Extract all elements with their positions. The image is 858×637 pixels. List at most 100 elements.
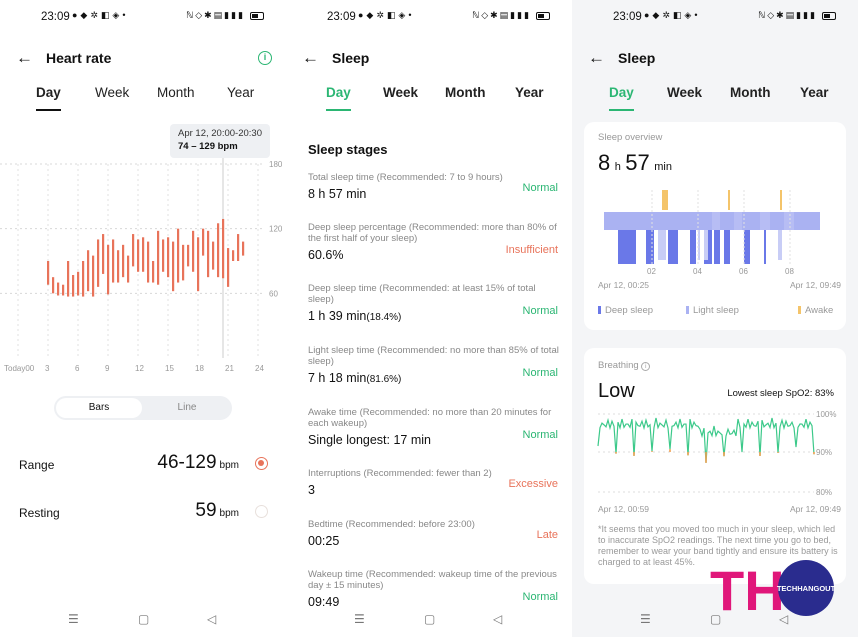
lowest-spo2: Lowest sleep SpO2: 83% (727, 388, 834, 399)
sleep-stage-item[interactable]: Bedtime (Recommended: before 23:00) Late 0… (308, 519, 560, 548)
deep-sleep-segment (690, 230, 696, 264)
tab-week[interactable]: Week (383, 85, 419, 100)
stage-status: Excessive (508, 478, 558, 490)
system-icons: ℕ◇✱▤▮▮▮ (758, 10, 836, 21)
hr-bar (142, 237, 145, 272)
hr-bar (197, 237, 200, 292)
line-option[interactable]: Line (177, 402, 197, 413)
sleep-stage-item[interactable]: Interruptions (Recommended: fewer than 2… (308, 468, 560, 497)
tab-day[interactable]: Day (326, 85, 351, 111)
hr-bar (212, 241, 215, 270)
home-icon[interactable]: ▢ (710, 612, 722, 626)
x-tick-label: 6 (75, 364, 80, 373)
bars-option[interactable]: Bars (56, 398, 142, 418)
battery-icon (249, 11, 264, 20)
time-tick-label: 08 (785, 267, 794, 276)
tab-day[interactable]: Day (36, 85, 61, 111)
light-sleep-dip (778, 230, 782, 260)
page-title: Sleep (332, 50, 370, 66)
sleep-stages-chart[interactable]: 02 04 06 08 (584, 182, 846, 282)
back-arrow-icon[interactable]: ← (302, 48, 319, 67)
hr-bar (92, 255, 95, 297)
range-row[interactable]: Range 46-129 bpm (0, 452, 286, 480)
hr-bar (172, 241, 175, 292)
hr-bar (207, 230, 210, 278)
hr-bar (112, 239, 115, 283)
breathing-level: Low (598, 380, 635, 402)
stage-description: Total sleep time (Recommended: 7 to 9 ho… (308, 172, 503, 183)
back-nav-icon[interactable]: ◁ (779, 612, 789, 626)
resting-radio[interactable] (255, 505, 268, 518)
period-tabs: Day Week Month Year (286, 85, 572, 111)
hr-bar (187, 244, 190, 267)
status-bar: 23:09 ●◆✲◧◈• ℕ◇✱▤▮▮▮ (286, 10, 572, 26)
home-icon[interactable]: ▢ (138, 612, 150, 626)
status-time: 23:09 (613, 11, 642, 23)
time-tick-label: 02 (647, 267, 656, 276)
hr-bar (47, 261, 50, 285)
nav-bar: ☰ ▢ ◁ (286, 612, 572, 628)
period-tabs: Day Week Month Year (572, 85, 858, 111)
recent-apps-icon[interactable]: ☰ (640, 612, 651, 626)
stage-value: Single longest: 17 min (308, 433, 431, 447)
tab-month[interactable]: Month (445, 85, 486, 100)
recent-apps-icon[interactable]: ☰ (68, 612, 79, 626)
hr-bar (167, 237, 170, 278)
back-nav-icon[interactable]: ◁ (493, 612, 503, 626)
sleep-stage-item[interactable]: Deep sleep time (Recommended: at least 1… (308, 283, 560, 323)
sleep-stage-item[interactable]: Total sleep time (Recommended: 7 to 9 ho… (308, 172, 560, 201)
spo2-tick-label: 100% (816, 410, 836, 419)
x-tick-label: 15 (165, 364, 174, 373)
home-icon[interactable]: ▢ (424, 612, 436, 626)
x-tick-label: 12 (135, 364, 144, 373)
tab-week[interactable]: Week (667, 85, 703, 100)
tab-year[interactable]: Year (800, 85, 829, 100)
tab-month[interactable]: Month (730, 85, 771, 100)
deep-sleep-segment (668, 230, 678, 264)
nav-bar: ☰ ▢ ◁ (572, 612, 858, 628)
tab-day[interactable]: Day (609, 85, 634, 111)
stage-status: Normal (522, 591, 558, 603)
heart-rate-chart[interactable]: 180 120 60 Today00 3 6 9 12 15 18 21 24 (0, 130, 286, 375)
back-nav-icon[interactable]: ◁ (207, 612, 217, 626)
stage-status: Normal (522, 367, 558, 379)
stage-value: 09:49 (308, 595, 340, 609)
tab-week[interactable]: Week (95, 85, 130, 100)
logo-brand: TECHHANGOUT (777, 584, 836, 593)
resting-row[interactable]: Resting 59 bpm (0, 500, 286, 528)
sleep-stage-item[interactable]: Light sleep time (Recommended: no more t… (308, 345, 560, 385)
breathing-label: Breathing i (598, 360, 651, 371)
stage-status: Late (536, 529, 558, 541)
range-radio[interactable] (255, 457, 268, 470)
awake-segment (780, 190, 782, 210)
tab-year[interactable]: Year (515, 85, 544, 100)
heart-rate-screen: 23:09 ●◆✲◧◈• ℕ◇✱▤▮▮▮ ← Heart rate i Day … (0, 0, 286, 637)
hr-bar (222, 218, 225, 279)
sleep-stage-item[interactable]: Wakeup time (Recommended: wakeup time of… (308, 569, 560, 609)
deep-sleep-segment (714, 230, 720, 264)
x-tick-label: Today00 (4, 364, 35, 373)
hr-bar (237, 234, 240, 261)
sleep-stage-item[interactable]: Awake time (Recommended: no more than 20… (308, 407, 560, 447)
back-arrow-icon[interactable]: ← (588, 48, 605, 67)
tab-month[interactable]: Month (157, 85, 195, 100)
recent-apps-icon[interactable]: ☰ (354, 612, 365, 626)
sleep-stage-item[interactable]: Deep sleep percentage (Recommended: more… (308, 222, 560, 262)
sleep-overview-card[interactable]: Sleep overview 8 h 57 min 02 04 06 08 Apr 1… (584, 122, 846, 330)
card-label: Sleep overview (598, 132, 663, 143)
hr-bar (107, 244, 110, 295)
range-label: Range (19, 458, 55, 472)
stage-description: Light sleep time (Recommended: no more t… (308, 345, 559, 367)
tooltip-range: 74 – 129 bpm (178, 141, 238, 152)
info-icon[interactable]: i (258, 51, 272, 65)
stage-description: Deep sleep time (Recommended: at least 1… (308, 283, 536, 305)
spo2-chart[interactable]: 100% 90% 80% (584, 408, 846, 502)
stage-status: Normal (522, 182, 558, 194)
breathing-card[interactable]: Breathing i Low Lowest sleep SpO2: 83% 1… (584, 348, 846, 584)
resting-label: Resting (19, 506, 60, 520)
x-tick-label: 18 (195, 364, 204, 373)
tab-year[interactable]: Year (227, 85, 255, 100)
back-arrow-icon[interactable]: ← (16, 48, 33, 67)
hr-bar (162, 239, 165, 272)
stage-value: 00:25 (308, 534, 340, 548)
